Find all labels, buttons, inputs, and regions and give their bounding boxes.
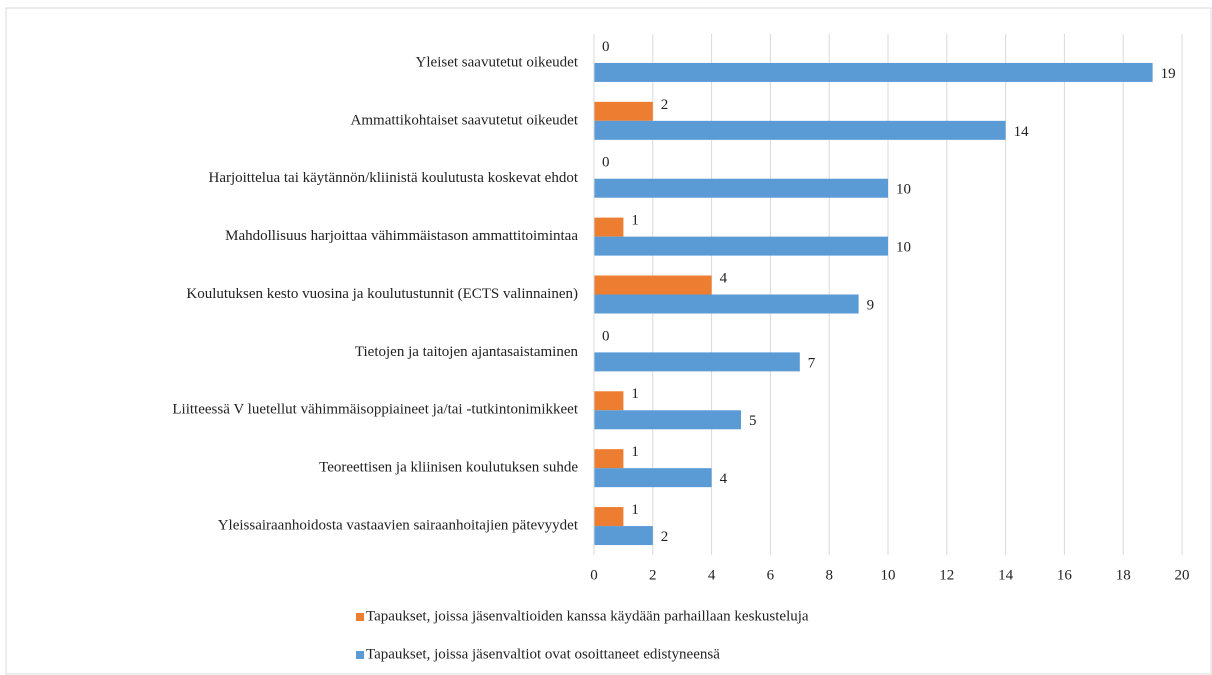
value-label: 14	[1014, 124, 1030, 140]
x-tick-label: 10	[881, 567, 896, 583]
x-tick-label: 8	[825, 567, 833, 583]
value-label: 2	[661, 97, 669, 113]
value-label: 1	[631, 502, 639, 518]
value-label: 19	[1161, 66, 1176, 82]
value-label: 0	[602, 39, 610, 55]
y-tick-label: Ammattikohtaiset saavutetut oikeudet	[351, 112, 579, 128]
value-label: 1	[631, 444, 639, 460]
legend-swatch	[356, 613, 364, 621]
legend-swatch	[356, 651, 364, 659]
x-tick-label: 12	[939, 567, 954, 583]
bar	[594, 468, 712, 488]
bar	[594, 352, 800, 372]
legend-label: Tapaukset, joissa jäsenvaltiot ovat osoi…	[366, 646, 720, 662]
bar	[594, 236, 888, 256]
y-tick-label: Harjoittelua tai käytännön/kliinistä kou…	[208, 170, 578, 186]
legend-label: Tapaukset, joissa jäsenvaltioiden kanssa…	[366, 608, 809, 624]
value-label: 4	[720, 270, 728, 286]
x-tick-label: 2	[649, 567, 657, 583]
value-label: 1	[631, 386, 639, 402]
value-label: 0	[602, 328, 610, 344]
x-tick-label: 6	[767, 567, 775, 583]
x-tick-label: 18	[1116, 567, 1131, 583]
y-tick-label: Tietojen ja taitojen ajantasaistaminen	[355, 344, 579, 360]
value-label: 2	[661, 529, 669, 545]
y-tick-label: Teoreettisen ja kliinisen koulutuksen su…	[319, 460, 578, 476]
y-tick-label: Yleiset saavutetut oikeudet	[416, 54, 579, 70]
value-label: 10	[896, 240, 911, 256]
bar	[594, 178, 888, 198]
value-label: 7	[808, 355, 816, 371]
value-label: 10	[896, 182, 911, 198]
value-label: 0	[602, 155, 610, 171]
bar	[594, 275, 712, 295]
bar	[594, 62, 1153, 82]
x-tick-label: 0	[590, 567, 598, 583]
y-tick-label: Liitteessä V luetellut vähimmäisoppiaine…	[172, 402, 578, 418]
bar	[594, 294, 859, 314]
x-tick-label: 4	[708, 567, 716, 583]
x-tick-label: 14	[998, 567, 1014, 583]
bar	[594, 526, 653, 546]
value-label: 5	[749, 413, 757, 429]
value-label: 4	[720, 471, 728, 487]
x-tick-label: 20	[1175, 567, 1190, 583]
bar	[594, 449, 624, 469]
bar	[594, 101, 653, 121]
x-tick-label: 16	[1057, 567, 1073, 583]
y-tick-label: Mahdollisuus harjoittaa vähimmäistason a…	[225, 228, 578, 244]
value-label: 1	[631, 213, 639, 229]
value-label: 9	[867, 297, 875, 313]
y-tick-label: Yleissairaanhoidosta vastaavien sairaanh…	[218, 517, 579, 533]
bar	[594, 120, 1006, 140]
bar	[594, 410, 741, 430]
bar	[594, 217, 624, 237]
bar	[594, 391, 624, 411]
y-tick-label: Koulutuksen kesto vuosina ja koulutustun…	[186, 286, 578, 302]
bar	[594, 507, 624, 527]
